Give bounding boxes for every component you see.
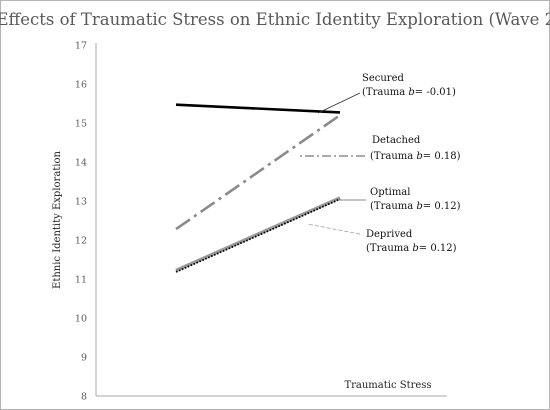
series-annotation-optimal: (Trauma b= 0.12) (370, 201, 461, 212)
series-annotation-secured: (Trauma b= -0.01) (362, 87, 456, 98)
series-line-optimal (175, 196, 341, 272)
y-tick-label: 10 (75, 314, 87, 325)
y-tick-label: 13 (75, 197, 87, 208)
leader-line-secured (317, 92, 361, 114)
y-tick-label: 17 (75, 41, 87, 52)
series-line-deprived (175, 198, 341, 273)
y-tick-label: 12 (75, 236, 87, 247)
series-label-optimal: Optimal (370, 187, 410, 198)
series-label-detached: Detached (372, 135, 421, 146)
series-layer (175, 103, 341, 273)
series-label-deprived: Deprived (366, 229, 413, 240)
chart-title: Effects of Traumatic Stress on Ethnic Id… (0, 10, 550, 29)
y-tick-label: 16 (75, 80, 87, 91)
annotation-layer: Secured (Trauma b= -0.01) Detached (Trauma … (300, 73, 461, 254)
leader-line-deprived (306, 223, 361, 235)
series-annotation-deprived: (Trauma b= 0.12) (366, 243, 457, 254)
y-tick-label: 9 (81, 353, 87, 364)
y-tick-label: 11 (75, 275, 87, 286)
series-label-secured: Secured (362, 73, 405, 84)
series-line-secured (175, 103, 341, 114)
series-annotation-detached: (Trauma b= 0.18) (370, 151, 461, 162)
y-tick-label: 14 (75, 158, 87, 169)
y-tick-label: 15 (75, 119, 87, 130)
y-axis-label: Ethnic Identity Exploration (52, 150, 63, 288)
y-tick-labels: 8 9 10 11 12 13 14 15 16 17 (75, 41, 87, 403)
series-line-detached (175, 114, 341, 231)
y-tick-label: 8 (81, 392, 87, 403)
x-axis-label: Traumatic Stress (344, 380, 431, 391)
